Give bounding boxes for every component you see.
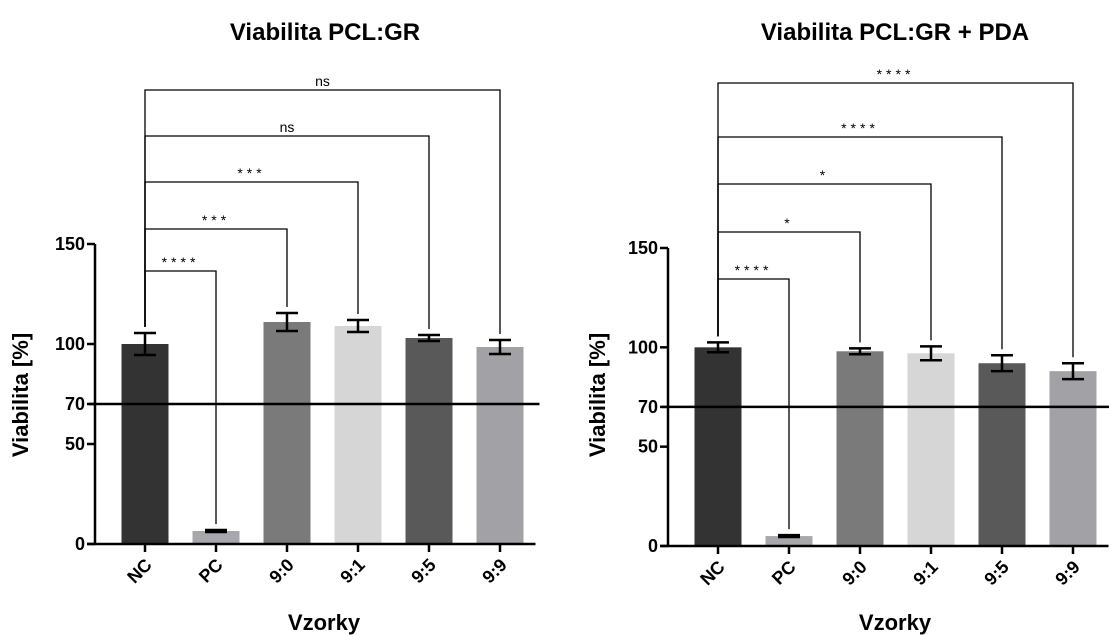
significance-bracket xyxy=(144,89,501,334)
error-bar-9:9 xyxy=(1062,361,1084,381)
y-tick-label: 150 xyxy=(628,238,658,258)
significance-label: **** xyxy=(162,254,200,270)
error-bar-9:0 xyxy=(849,347,871,356)
bar-PC xyxy=(765,536,813,546)
category-label-PC: PC xyxy=(195,555,227,587)
significance-label: **** xyxy=(877,66,915,82)
significance-label: **** xyxy=(841,120,879,136)
y-axis-label: Viabilita [%] xyxy=(8,333,33,457)
category-label-9:0: 9:0 xyxy=(265,555,298,588)
y-tick-label: 50 xyxy=(638,437,658,457)
error-bar-NC xyxy=(707,341,729,354)
category-label-9:9: 9:9 xyxy=(478,555,511,588)
bar-9:1 xyxy=(334,326,382,544)
significance-label: *** xyxy=(237,165,265,181)
y-tick-label: 100 xyxy=(628,337,658,357)
bar-NC xyxy=(694,347,742,546)
category-label-9:5: 9:5 xyxy=(980,557,1013,590)
bar-9:9 xyxy=(476,347,524,544)
error-bar-9:5 xyxy=(991,354,1013,373)
bar-9:1 xyxy=(907,353,955,546)
category-label-9:9: 9:9 xyxy=(1051,557,1084,590)
error-bar-NC xyxy=(134,331,156,357)
chart-title: Viabilita PCL:GR + PDA xyxy=(761,19,1029,46)
category-label-NC: NC xyxy=(123,555,156,588)
y-tick-label: 70 xyxy=(638,397,658,417)
error-bar-PC xyxy=(205,528,227,534)
significance-bracket xyxy=(717,82,1074,358)
significance-label: *** xyxy=(202,212,230,228)
bar-9:5 xyxy=(405,338,453,544)
y-tick-label: 0 xyxy=(75,534,85,554)
category-label-9:5: 9:5 xyxy=(407,555,440,588)
bar-9:0 xyxy=(263,322,311,544)
x-axis-label: Vzorky xyxy=(859,610,932,635)
error-bar-9:0 xyxy=(276,311,298,333)
error-bar-9:5 xyxy=(418,333,440,343)
y-axis-label: Viabilita [%] xyxy=(585,333,610,457)
category-label-9:1: 9:1 xyxy=(909,557,942,590)
significance-label: * xyxy=(784,215,793,231)
y-tick-label: 50 xyxy=(65,434,85,454)
error-bar-9:9 xyxy=(489,338,511,356)
x-axis-label: Vzorky xyxy=(288,610,361,635)
y-tick-label: 150 xyxy=(55,234,85,254)
category-label-9:1: 9:1 xyxy=(336,555,369,588)
bar-9:5 xyxy=(978,363,1026,546)
significance-label: * xyxy=(820,167,829,183)
category-label-NC: NC xyxy=(696,557,729,590)
error-bar-PC xyxy=(778,533,800,539)
significance-label: ns xyxy=(280,119,295,135)
error-bar-9:1 xyxy=(920,345,942,362)
significance-label: ns xyxy=(315,73,330,89)
bar-PC xyxy=(192,531,240,544)
chart-title: Viabilita PCL:GR xyxy=(230,19,420,46)
y-tick-label: 0 xyxy=(648,536,658,556)
category-label-9:0: 9:0 xyxy=(838,557,871,590)
y-tick-label: 100 xyxy=(55,334,85,354)
chart-panel-right: Viabilita PCL:GR + PDA Viabilita [%] Vzork… xyxy=(585,19,1109,635)
error-bar-9:1 xyxy=(347,318,369,334)
chart-panel-left: Viabilita PCL:GR Viabilita [%] Vzorky 0 50 70… xyxy=(8,19,540,635)
category-label-PC: PC xyxy=(768,557,800,589)
bar-9:9 xyxy=(1049,371,1097,546)
significance-label: **** xyxy=(735,262,773,278)
y-tick-label: 70 xyxy=(65,394,85,414)
bar-9:0 xyxy=(836,351,884,546)
bar-NC xyxy=(121,344,169,544)
